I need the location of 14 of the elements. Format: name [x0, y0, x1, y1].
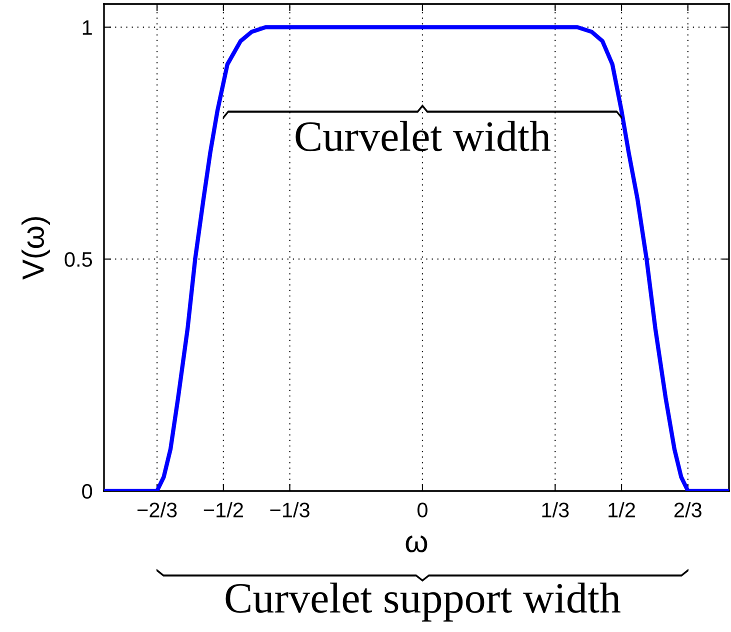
x-tick-label: 0 [417, 502, 428, 518]
text: Curvelet support width [226, 582, 620, 622]
y-tick-label: 0 [82, 484, 92, 499]
y-tick-label: 0.5 [64, 252, 92, 267]
x-tick-label: 2/3 [674, 502, 702, 518]
x-tick-label: 1/2 [608, 502, 635, 518]
y-axis-title: V(ω) [22, 217, 50, 280]
x-tick-label: −2/3 [138, 502, 177, 518]
x-tick-label: −1/3 [270, 502, 310, 518]
x-tick-label: −1/2 [204, 502, 243, 518]
annotation: Curvelet width [296, 120, 550, 152]
y-tick-label: 1 [82, 20, 92, 35]
x-axis-title: ω [406, 536, 428, 552]
x-tick-label: 1/3 [542, 502, 569, 518]
